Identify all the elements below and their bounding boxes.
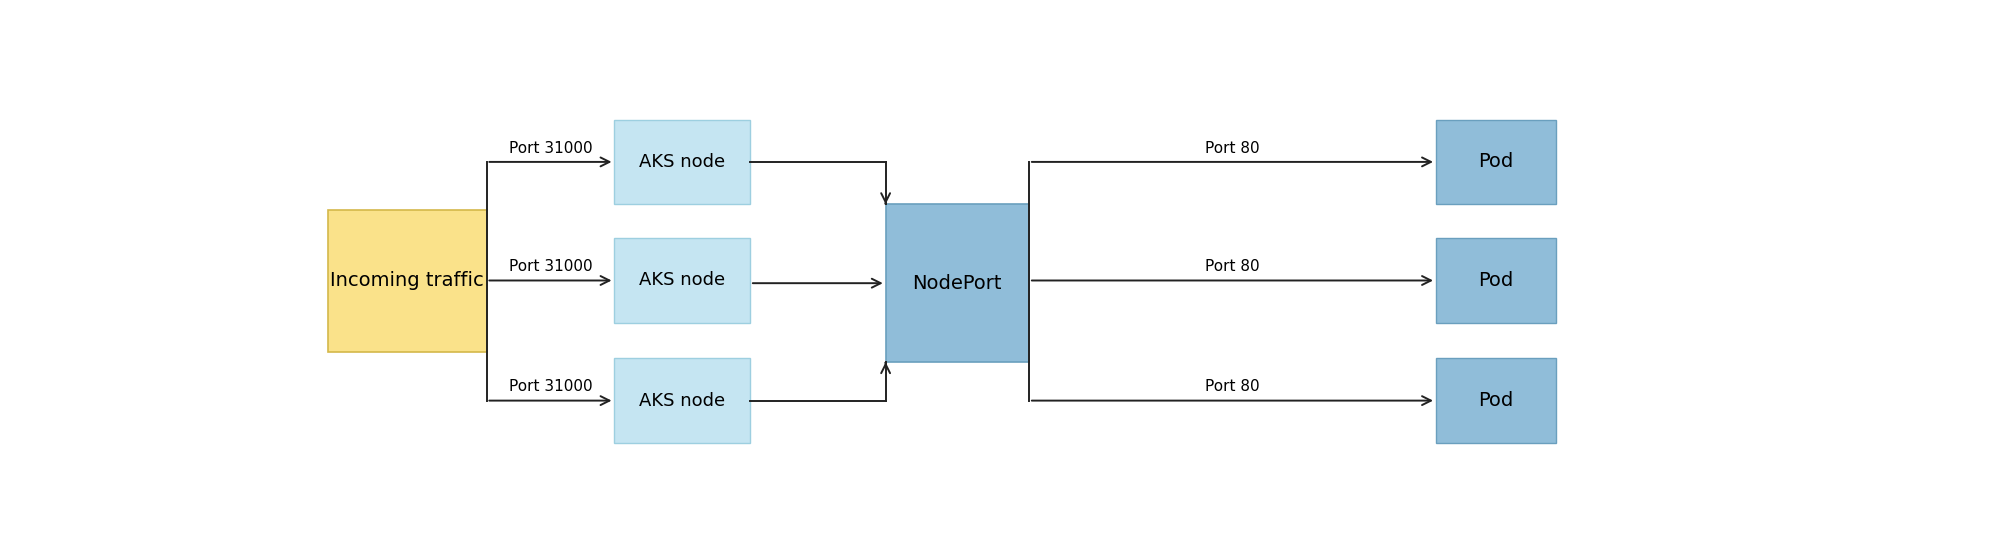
Text: Pod: Pod <box>1479 271 1513 290</box>
Text: AKS node: AKS node <box>638 272 724 290</box>
FancyBboxPatch shape <box>1437 238 1557 323</box>
Text: AKS node: AKS node <box>638 391 724 409</box>
Text: Pod: Pod <box>1479 152 1513 171</box>
Text: Port 31000: Port 31000 <box>508 141 592 156</box>
FancyBboxPatch shape <box>614 119 750 204</box>
Text: Incoming traffic: Incoming traffic <box>330 272 484 291</box>
Text: Port 31000: Port 31000 <box>508 380 592 394</box>
Text: AKS node: AKS node <box>638 153 724 171</box>
Text: Port 31000: Port 31000 <box>508 259 592 274</box>
FancyBboxPatch shape <box>614 238 750 323</box>
FancyBboxPatch shape <box>1437 358 1557 443</box>
FancyBboxPatch shape <box>1437 119 1557 204</box>
Text: NodePort: NodePort <box>912 274 1003 293</box>
Text: Port 80: Port 80 <box>1205 259 1261 274</box>
FancyBboxPatch shape <box>614 358 750 443</box>
Text: Pod: Pod <box>1479 391 1513 410</box>
FancyBboxPatch shape <box>886 204 1029 362</box>
Text: Port 80: Port 80 <box>1205 141 1261 156</box>
Text: Port 80: Port 80 <box>1205 380 1261 394</box>
FancyBboxPatch shape <box>328 209 486 352</box>
